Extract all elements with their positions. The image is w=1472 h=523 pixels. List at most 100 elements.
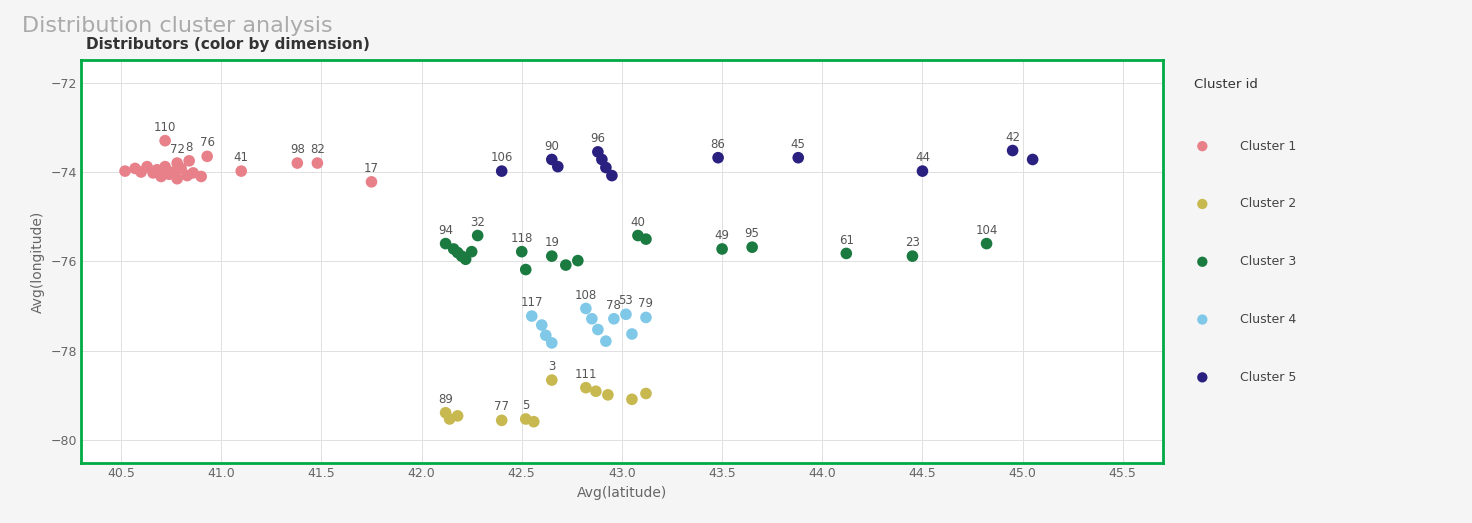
Point xyxy=(141,169,165,177)
Point xyxy=(467,231,490,240)
Point xyxy=(974,240,998,248)
Text: 72: 72 xyxy=(169,143,184,156)
Text: 45: 45 xyxy=(790,138,805,151)
Point xyxy=(786,154,810,162)
Text: 96: 96 xyxy=(590,132,605,145)
Text: 32: 32 xyxy=(470,215,486,229)
Point xyxy=(130,168,153,176)
Point xyxy=(158,170,181,178)
Text: 106: 106 xyxy=(490,151,512,164)
Point xyxy=(534,331,558,339)
Point xyxy=(514,415,537,423)
Point xyxy=(711,245,735,253)
Point xyxy=(514,265,537,274)
Point xyxy=(146,166,169,174)
Point xyxy=(626,231,649,240)
Point xyxy=(634,235,658,243)
Point xyxy=(165,175,188,183)
Point xyxy=(434,408,458,417)
Text: Cluster 3: Cluster 3 xyxy=(1241,255,1297,268)
Point xyxy=(634,313,658,322)
Text: 94: 94 xyxy=(439,224,453,236)
Point xyxy=(149,172,172,180)
Text: 104: 104 xyxy=(976,224,998,236)
Point xyxy=(459,247,483,256)
Point xyxy=(540,252,564,260)
Point xyxy=(153,137,177,145)
Point xyxy=(359,178,383,186)
Text: 77: 77 xyxy=(495,401,509,413)
Point xyxy=(124,164,147,173)
Text: Cluster 5: Cluster 5 xyxy=(1241,371,1297,384)
Point xyxy=(614,310,637,319)
Point xyxy=(450,252,474,260)
Point xyxy=(835,249,858,258)
Point xyxy=(553,261,577,269)
Point xyxy=(153,163,177,171)
Text: Cluster 1: Cluster 1 xyxy=(1241,140,1297,153)
Point xyxy=(442,245,465,253)
X-axis label: Avg(latitude): Avg(latitude) xyxy=(577,485,667,499)
Text: 108: 108 xyxy=(574,289,598,302)
Point xyxy=(634,389,658,397)
Point xyxy=(135,163,159,171)
Point xyxy=(446,412,470,420)
Point xyxy=(509,247,533,256)
Point xyxy=(520,312,543,320)
Point xyxy=(584,387,608,395)
Y-axis label: Avg(longitude): Avg(longitude) xyxy=(31,210,44,313)
Point xyxy=(595,337,618,345)
Point xyxy=(601,172,624,180)
Point xyxy=(580,315,604,323)
Point xyxy=(306,159,330,167)
Point xyxy=(546,163,570,171)
Point xyxy=(178,156,202,165)
Point xyxy=(540,155,564,164)
Point xyxy=(169,164,193,173)
Point xyxy=(230,167,253,175)
Point xyxy=(567,256,590,265)
Point xyxy=(911,167,935,175)
Text: 23: 23 xyxy=(905,236,920,249)
Point xyxy=(590,155,614,164)
Point xyxy=(586,325,609,334)
Text: 41: 41 xyxy=(234,151,249,164)
Point xyxy=(446,248,470,257)
Text: Cluster 2: Cluster 2 xyxy=(1241,198,1297,210)
Text: 82: 82 xyxy=(311,143,325,156)
Point xyxy=(190,172,213,180)
Point xyxy=(574,304,598,313)
Text: 95: 95 xyxy=(745,227,760,240)
Point xyxy=(523,417,546,426)
Point xyxy=(453,255,477,264)
Point xyxy=(602,315,626,323)
Text: 5: 5 xyxy=(523,399,530,412)
Text: 118: 118 xyxy=(511,232,533,245)
Point xyxy=(595,163,618,172)
Point xyxy=(434,240,458,248)
Point xyxy=(490,416,514,425)
Point xyxy=(740,243,764,252)
Point xyxy=(586,147,609,156)
Text: 98: 98 xyxy=(290,143,305,156)
Text: 3: 3 xyxy=(548,360,555,373)
Text: Cluster 4: Cluster 4 xyxy=(1241,313,1297,326)
Text: 79: 79 xyxy=(639,298,654,311)
Point xyxy=(286,159,309,167)
Text: 90: 90 xyxy=(545,140,559,153)
Point xyxy=(437,415,461,423)
Text: 61: 61 xyxy=(839,233,854,246)
Text: 40: 40 xyxy=(630,215,645,229)
Point xyxy=(113,167,137,175)
Point xyxy=(620,395,643,404)
Point xyxy=(181,169,205,177)
Text: 111: 111 xyxy=(574,368,598,381)
Point xyxy=(540,376,564,384)
Point xyxy=(196,152,219,161)
Text: 78: 78 xyxy=(606,299,621,312)
Text: 42: 42 xyxy=(1005,131,1020,144)
Text: 110: 110 xyxy=(155,121,177,134)
Text: 53: 53 xyxy=(618,294,633,308)
Point xyxy=(162,168,185,176)
Text: Distributors (color by dimension): Distributors (color by dimension) xyxy=(87,37,371,52)
